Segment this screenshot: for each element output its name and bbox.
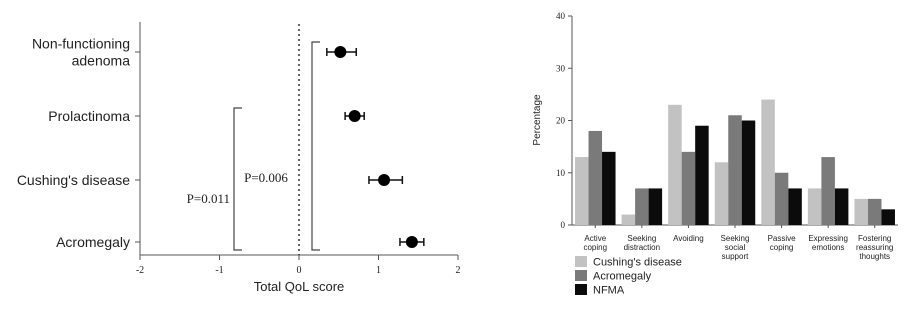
legend-label: NFMA — [593, 285, 625, 297]
p-value-label: P=0.006 — [244, 170, 288, 185]
bar — [834, 188, 849, 225]
legend-swatch — [575, 256, 587, 267]
legend-swatch — [575, 284, 587, 295]
category-label: Expressing emotions — [808, 234, 848, 252]
bar — [588, 130, 603, 225]
category-label: Passive coping — [768, 234, 797, 252]
bar-chart: 0 10 20 30 40 Percentage Active coping Seeking di… — [532, 11, 898, 297]
y-tick-label: 20 — [556, 116, 566, 126]
bar — [821, 157, 835, 225]
x-tick-label: 2 — [456, 265, 461, 276]
point-estimate — [348, 110, 361, 122]
p-value-bracket — [233, 107, 242, 251]
point-estimate — [405, 236, 418, 248]
p-value-bracket — [311, 41, 320, 251]
bar — [774, 172, 789, 225]
y-axis-label: Percentage — [532, 94, 543, 146]
category-label: Prolactinoma — [48, 108, 130, 124]
bar — [761, 99, 775, 225]
bar — [621, 214, 636, 225]
forest-plot: -2 -1 0 1 2 Total QoL score Non-functioning ade… — [17, 22, 461, 294]
bar — [807, 188, 822, 225]
bar — [714, 162, 729, 225]
category-label: Non-functioning adenoma — [32, 36, 130, 69]
x-tick-label: 0 — [297, 265, 302, 276]
category-label: Avoiding — [673, 234, 704, 243]
bar — [728, 115, 742, 225]
legend-swatch — [575, 270, 587, 281]
category-label: Seeking distraction — [624, 234, 660, 252]
y-tick-label: 30 — [556, 63, 566, 73]
bar — [867, 198, 882, 225]
p-value-label: P=0.011 — [187, 191, 230, 206]
category-label: Acromegaly — [56, 234, 130, 250]
category-label: Seeking social support — [721, 234, 750, 261]
bar — [648, 188, 663, 225]
bar — [695, 125, 709, 225]
x-tick-label: -1 — [215, 265, 223, 276]
category-label: Active coping — [583, 234, 607, 252]
x-tick-label: -2 — [136, 265, 144, 276]
point-estimate — [378, 174, 391, 186]
category-label: Cushing's disease — [17, 172, 130, 188]
y-tick-label: 0 — [561, 220, 566, 230]
bar — [681, 151, 696, 225]
point-estimate — [334, 46, 347, 58]
bar — [854, 198, 868, 225]
x-tick-label: 1 — [376, 265, 381, 276]
bar — [635, 188, 649, 225]
bar — [602, 151, 616, 225]
category-label: Fostering reassuring thoughts — [856, 234, 893, 261]
y-tick-label: 40 — [556, 11, 566, 21]
legend-label: Cushing's disease — [593, 257, 682, 269]
y-tick-label: 10 — [556, 168, 566, 178]
bar — [741, 120, 756, 225]
legend-label: Acromegaly — [593, 271, 652, 283]
bar — [788, 188, 802, 225]
x-axis-label: Total QoL score — [254, 279, 345, 294]
bar — [881, 209, 895, 225]
bar — [668, 104, 682, 225]
bar — [575, 157, 589, 225]
